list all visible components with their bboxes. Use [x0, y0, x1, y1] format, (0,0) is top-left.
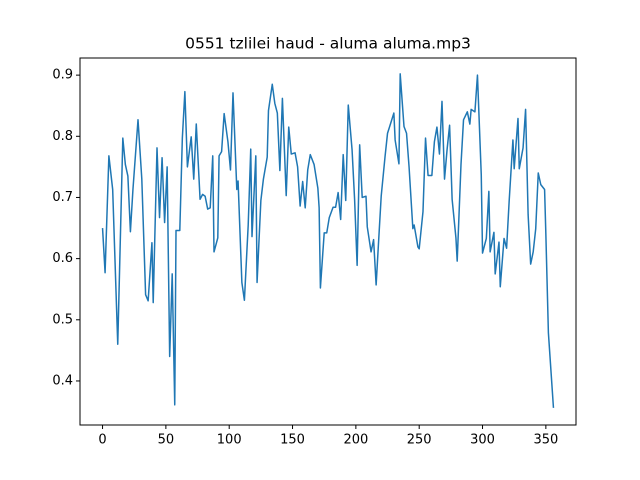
- x-tick-label: 150: [280, 433, 305, 448]
- x-tick-label: 350: [533, 433, 558, 448]
- x-tick-label: 50: [158, 433, 175, 448]
- y-tick-label: 0.8: [52, 129, 73, 144]
- plot-frame: [79, 57, 577, 426]
- y-tick-label: 0.6: [52, 251, 73, 266]
- data-line: [101, 73, 555, 408]
- x-tick-label: 0: [98, 433, 106, 448]
- x-tick-label: 200: [343, 433, 368, 448]
- x-tick-label: 250: [407, 433, 432, 448]
- y-tick-label: 0.9: [52, 68, 73, 83]
- chart-title: 0551 tzlilei haud - aluma aluma.mp3: [185, 35, 471, 53]
- y-tick-label: 0.5: [52, 312, 73, 327]
- x-tick-label: 300: [470, 433, 495, 448]
- y-tick-label: 0.4: [52, 373, 73, 388]
- y-tick-label: 0.7: [52, 190, 73, 205]
- x-tick-label: 100: [217, 433, 242, 448]
